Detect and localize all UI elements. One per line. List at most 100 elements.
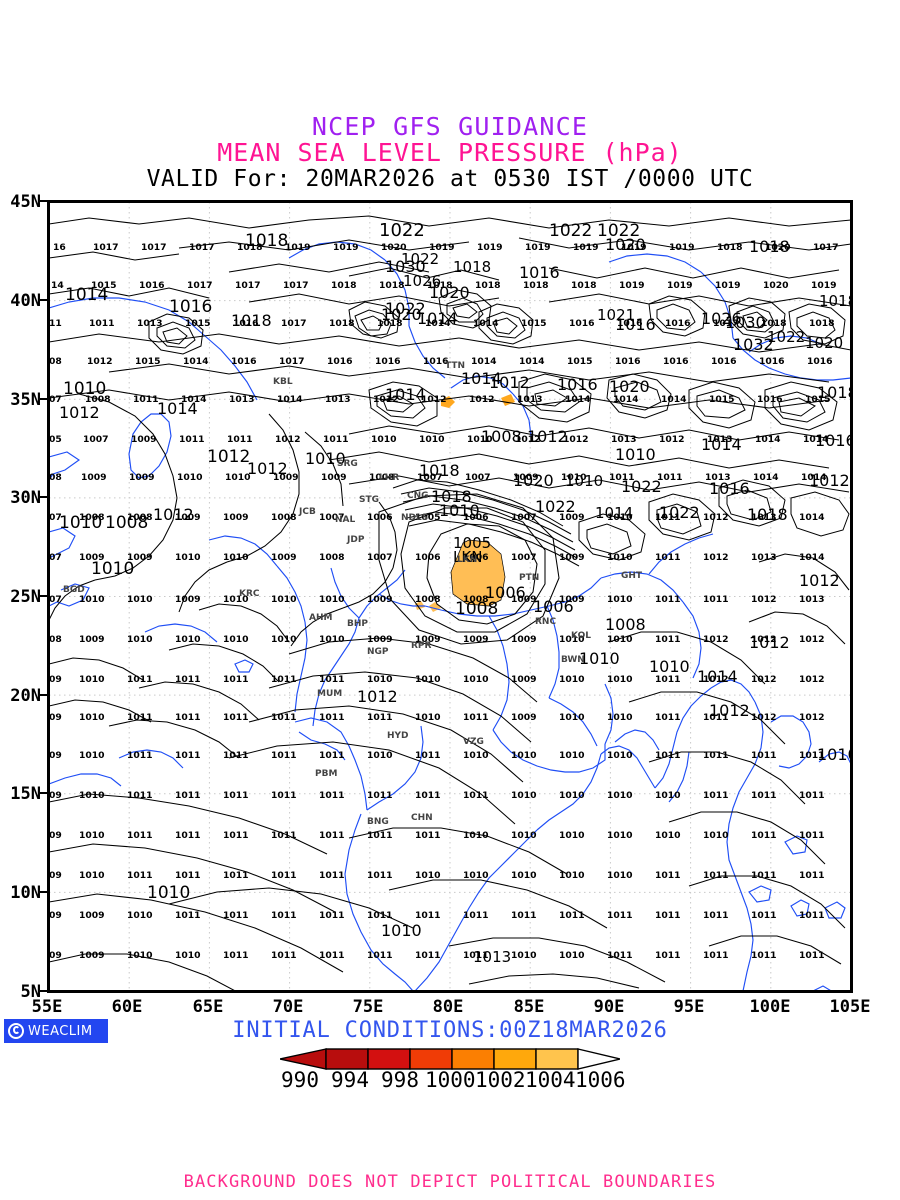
svg-text:1014: 1014	[753, 472, 779, 483]
svg-text:1010: 1010	[225, 472, 251, 483]
svg-text:1026: 1026	[403, 272, 441, 290]
svg-text:1011: 1011	[463, 712, 489, 723]
svg-text:1010: 1010	[371, 434, 397, 445]
svg-text:1011: 1011	[799, 830, 825, 841]
svg-text:1012: 1012	[87, 356, 113, 367]
x-tick-70E: 70E	[272, 997, 304, 1017]
svg-text:1016: 1016	[169, 297, 212, 317]
svg-text:1017: 1017	[281, 318, 307, 329]
svg-text:BHP: BHP	[347, 619, 368, 629]
svg-text:TTN: TTN	[445, 361, 465, 371]
svg-text:1020: 1020	[805, 334, 843, 352]
svg-text:1011: 1011	[175, 674, 201, 685]
svg-text:1010: 1010	[607, 750, 633, 761]
svg-text:1011: 1011	[415, 790, 441, 801]
svg-text:1011: 1011	[319, 674, 345, 685]
svg-text:1012: 1012	[515, 434, 541, 445]
svg-text:1009: 1009	[367, 594, 393, 605]
svg-text:1010: 1010	[463, 674, 489, 685]
svg-text:1011: 1011	[415, 910, 441, 921]
contour-map-plot-area[interactable]: 16 1017 1017 1017 1018 1019 1019 1020 1019 1019…	[47, 200, 853, 993]
svg-text:1011: 1011	[415, 950, 441, 961]
svg-text:GHT: GHT	[621, 571, 643, 581]
svg-text:1016: 1016	[139, 280, 165, 291]
svg-text:09: 09	[49, 674, 62, 685]
svg-text:1013: 1013	[517, 394, 543, 405]
svg-text:LKN: LKN	[453, 548, 482, 566]
svg-text:1009: 1009	[511, 674, 537, 685]
svg-text:1020: 1020	[763, 280, 789, 291]
svg-text:1008: 1008	[481, 427, 522, 446]
svg-text:1019: 1019	[669, 242, 695, 253]
svg-text:1007: 1007	[465, 472, 491, 483]
svg-text:1011: 1011	[271, 870, 297, 881]
svg-text:1012: 1012	[799, 674, 825, 685]
svg-text:07: 07	[49, 552, 62, 563]
svg-text:1007: 1007	[367, 552, 393, 563]
svg-text:1009: 1009	[511, 634, 537, 645]
svg-text:1010: 1010	[607, 552, 633, 563]
svg-text:1012: 1012	[357, 687, 398, 706]
y-tick-40N: 40N	[10, 291, 41, 311]
svg-text:1011: 1011	[133, 394, 159, 405]
svg-text:09: 09	[49, 750, 62, 761]
svg-text:1016: 1016	[665, 318, 691, 329]
x-tick-75E: 75E	[352, 997, 384, 1017]
svg-text:1011: 1011	[655, 950, 681, 961]
svg-text:1010: 1010	[607, 790, 633, 801]
svg-text:1010: 1010	[175, 634, 201, 645]
svg-text:1015: 1015	[185, 318, 211, 329]
svg-text:1016: 1016	[327, 356, 353, 367]
svg-text:1011: 1011	[703, 950, 729, 961]
svg-text:1010: 1010	[559, 712, 585, 723]
svg-text:1012: 1012	[703, 552, 729, 563]
svg-text:1011: 1011	[319, 750, 345, 761]
svg-text:1017: 1017	[189, 242, 215, 253]
svg-text:1011: 1011	[271, 712, 297, 723]
svg-text:1012: 1012	[703, 512, 729, 523]
svg-text:1010: 1010	[607, 870, 633, 881]
svg-text:1019: 1019	[333, 242, 359, 253]
svg-text:1011: 1011	[127, 712, 153, 723]
svg-text:1014: 1014	[277, 394, 303, 405]
colorbar-cell-1002	[493, 1048, 537, 1070]
svg-text:1019: 1019	[715, 280, 741, 291]
colorbar[interactable]	[0, 1048, 900, 1074]
svg-text:1018: 1018	[379, 280, 405, 291]
svg-text:1010: 1010	[79, 674, 105, 685]
svg-text:1011: 1011	[703, 790, 729, 801]
svg-text:1018: 1018	[427, 280, 453, 291]
svg-text:1010: 1010	[817, 745, 851, 764]
svg-text:1011: 1011	[609, 472, 635, 483]
svg-text:STG: STG	[359, 495, 379, 505]
svg-text:1009: 1009	[559, 594, 585, 605]
svg-text:1012: 1012	[153, 505, 194, 524]
weaclim-watermark-badge[interactable]: WEACLIM	[4, 1019, 108, 1043]
svg-text:1010: 1010	[559, 674, 585, 685]
colorbar-svg	[280, 1048, 620, 1070]
svg-text:1010: 1010	[559, 870, 585, 881]
svg-text:1010: 1010	[223, 594, 249, 605]
svg-text:1011: 1011	[223, 790, 249, 801]
svg-text:1019: 1019	[429, 242, 455, 253]
svg-text:1011: 1011	[319, 712, 345, 723]
svg-text:1013: 1013	[137, 318, 163, 329]
svg-text:1010: 1010	[463, 750, 489, 761]
svg-text:1009: 1009	[513, 472, 539, 483]
svg-text:1014: 1014	[801, 472, 827, 483]
svg-text:1010: 1010	[79, 712, 105, 723]
svg-text:1014: 1014	[473, 318, 499, 329]
svg-text:1014: 1014	[157, 399, 198, 418]
svg-text:1030: 1030	[385, 257, 426, 276]
svg-text:1014: 1014	[613, 394, 639, 405]
svg-text:1010: 1010	[127, 594, 153, 605]
weaclim-label: WEACLIM	[28, 1023, 93, 1039]
svg-text:1010: 1010	[127, 634, 153, 645]
svg-text:07: 07	[49, 512, 62, 523]
svg-text:1012: 1012	[809, 471, 850, 490]
svg-text:1010: 1010	[127, 950, 153, 961]
svg-text:1012: 1012	[469, 394, 495, 405]
svg-text:1010: 1010	[511, 950, 537, 961]
svg-text:1010: 1010	[559, 830, 585, 841]
